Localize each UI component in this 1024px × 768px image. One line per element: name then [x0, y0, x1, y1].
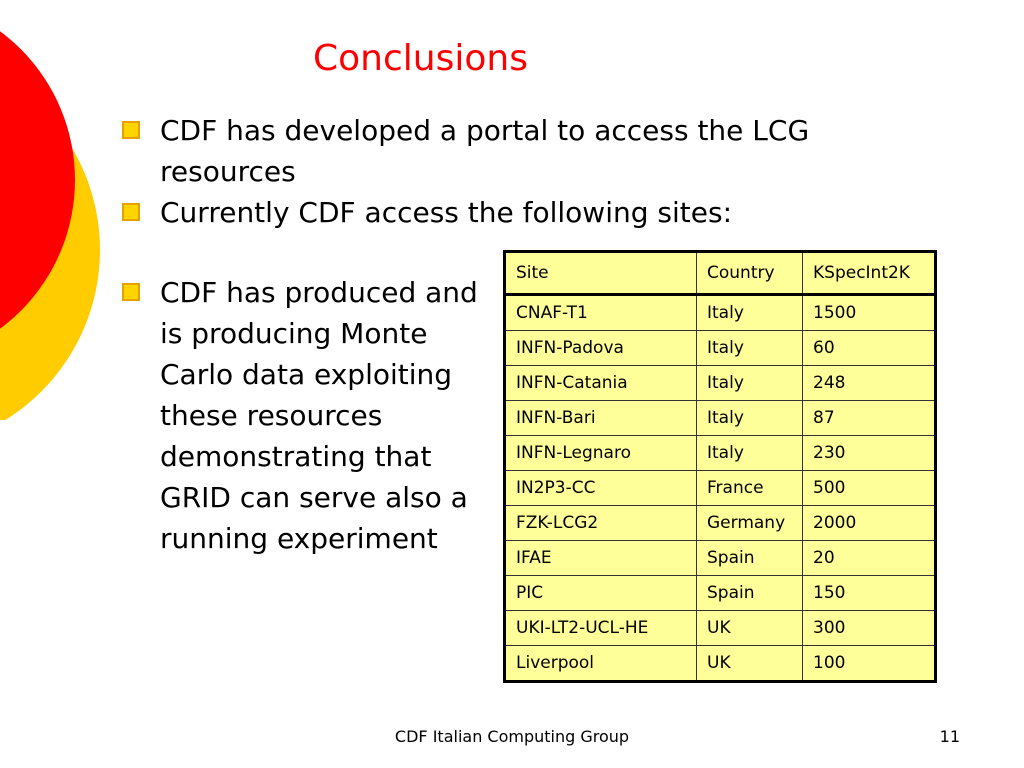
cell-kspecint2k: 1500 — [802, 294, 936, 331]
table-row: CNAF-T1 Italy 1500 — [504, 294, 936, 331]
cell-kspecint2k: 300 — [802, 610, 936, 646]
cell-kspecint2k: 60 — [802, 330, 936, 366]
cell-country: Italy — [696, 435, 803, 471]
bullet-item: CDF has produced and is producing Monte … — [120, 272, 480, 559]
cell-kspecint2k: 20 — [802, 540, 936, 576]
cell-kspecint2k: 230 — [802, 435, 936, 471]
cell-country: Germany — [696, 505, 803, 541]
cell-country: France — [696, 470, 803, 506]
cell-site: INFN-Padova — [504, 330, 697, 366]
cell-country: Italy — [696, 365, 803, 401]
bullet-text: Currently CDF access the following sites… — [160, 196, 733, 229]
cell-site: IFAE — [504, 540, 697, 576]
table-row: IFAE Spain 20 — [504, 540, 936, 576]
cell-country: Spain — [696, 575, 803, 611]
bullet-text: CDF has developed a portal to access the… — [160, 114, 810, 188]
table-row: IN2P3-CC France 500 — [504, 470, 936, 506]
header-site: Site — [504, 251, 697, 296]
cell-country: UK — [696, 610, 803, 646]
square-bullet-icon — [122, 203, 140, 221]
bullet-item: Currently CDF access the following sites… — [120, 192, 910, 233]
sites-table: Site Country KSpecInt2K CNAF-T1 Italy 1500… — [503, 250, 937, 683]
square-bullet-icon — [122, 121, 140, 139]
header-kspecint2k: KSpecInt2K — [802, 251, 936, 296]
table-row: INFN-Padova Italy 60 — [504, 330, 936, 366]
cell-site: FZK-LCG2 — [504, 505, 697, 541]
table-row: INFN-Bari Italy 87 — [504, 400, 936, 436]
square-bullet-icon — [122, 283, 140, 301]
footer: CDF Italian Computing Group 11 — [0, 727, 1024, 749]
header-country: Country — [696, 251, 803, 296]
cell-site: INFN-Catania — [504, 365, 697, 401]
footer-text: CDF Italian Computing Group — [394, 727, 630, 746]
cell-kspecint2k: 248 — [802, 365, 936, 401]
cell-site: INFN-Bari — [504, 400, 697, 436]
cell-country: Spain — [696, 540, 803, 576]
cell-kspecint2k: 87 — [802, 400, 936, 436]
cell-country: UK — [696, 645, 803, 682]
cell-site: CNAF-T1 — [504, 294, 697, 331]
top-bullet-list: CDF has developed a portal to access the… — [120, 110, 910, 233]
bullet-text: CDF has produced and is producing Monte … — [160, 276, 478, 555]
table-row: UKI-LT2-UCL-HE UK 300 — [504, 610, 936, 646]
table-body: CNAF-T1 Italy 1500 INFN-Padova Italy 60 INFN-C… — [504, 294, 936, 682]
cell-kspecint2k: 150 — [802, 575, 936, 611]
slide-title: Conclusions — [313, 38, 528, 79]
bullet-item: CDF has developed a portal to access the… — [120, 110, 910, 192]
table-row: INFN-Catania Italy 248 — [504, 365, 936, 401]
page-number: 11 — [939, 727, 960, 746]
left-bullet-list: CDF has produced and is producing Monte … — [120, 272, 480, 559]
cell-kspecint2k: 2000 — [802, 505, 936, 541]
table-row: INFN-Legnaro Italy 230 — [504, 435, 936, 471]
cell-site: PIC — [504, 575, 697, 611]
cell-site: IN2P3-CC — [504, 470, 697, 506]
cell-country: Italy — [696, 294, 803, 331]
yellow-circle — [0, 76, 100, 420]
table-row: FZK-LCG2 Germany 2000 — [504, 505, 936, 541]
table-header-row: Site Country KSpecInt2K — [504, 251, 936, 296]
table-row: Liverpool UK 100 — [504, 645, 936, 682]
cell-country: Italy — [696, 330, 803, 366]
cell-country: Italy — [696, 400, 803, 436]
cell-site: INFN-Legnaro — [504, 435, 697, 471]
cell-kspecint2k: 100 — [802, 645, 936, 682]
cell-site: Liverpool — [504, 645, 697, 682]
table-row: PIC Spain 150 — [504, 575, 936, 611]
cell-kspecint2k: 500 — [802, 470, 936, 506]
cell-site: UKI-LT2-UCL-HE — [504, 610, 697, 646]
